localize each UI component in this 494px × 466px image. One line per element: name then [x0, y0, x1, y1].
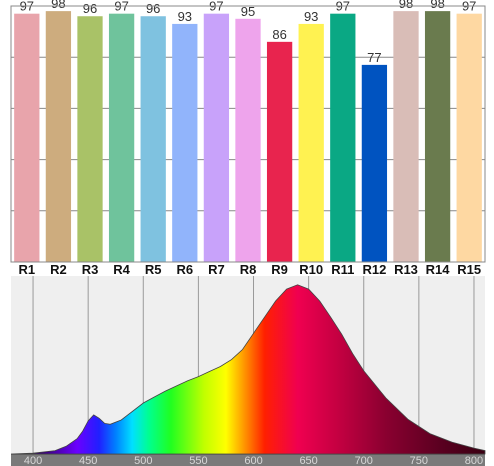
wavelength-tick-500: 500: [134, 455, 152, 466]
category-label-r1: R1: [18, 262, 35, 276]
category-label-r3: R3: [82, 262, 99, 276]
category-label-r11: R11: [331, 262, 354, 276]
category-label-r8: R8: [240, 262, 257, 276]
wavelength-tick-650: 650: [299, 455, 317, 466]
bar-r11: [330, 13, 356, 263]
bar-r2: [45, 11, 72, 263]
bar-value-r8: 95: [241, 4, 255, 19]
wavelength-axis-band: [11, 454, 485, 466]
wavelength-tick-550: 550: [189, 455, 207, 466]
wavelength-tick-400: 400: [24, 455, 42, 466]
category-label-r12: R12: [362, 262, 386, 276]
bar-r7: [203, 13, 230, 263]
bar-value-r3: 96: [83, 1, 97, 16]
wavelength-tick-700: 700: [355, 455, 373, 466]
bar-value-r11: 97: [336, 0, 350, 14]
bar-plot-frame: [10, 5, 486, 263]
bar-r9: [266, 41, 293, 263]
category-label-r6: R6: [176, 262, 193, 276]
bar-r15: [456, 13, 482, 263]
bar-value-r9: 86: [272, 27, 286, 42]
category-label-r9: R9: [271, 262, 288, 276]
bar-value-r10: 93: [304, 9, 318, 24]
category-label-r4: R4: [113, 262, 130, 276]
category-label-r14: R14: [426, 262, 451, 276]
bar-value-r6: 93: [178, 9, 192, 24]
bar-r4: [108, 13, 135, 263]
bar-value-r5: 96: [146, 1, 160, 16]
spectrum-chart: 400 450 500 550 600 650 700 750 800: [10, 276, 486, 466]
wavelength-tick-450: 450: [79, 455, 97, 466]
wavelength-tick-750: 750: [410, 455, 428, 466]
category-label-r5: R5: [145, 262, 162, 276]
bar-r14: [424, 11, 451, 263]
bar-r3: [77, 16, 103, 262]
bar-r1: [14, 13, 40, 263]
bar-value-r12: 77: [367, 50, 381, 65]
bar-r13: [393, 11, 419, 263]
category-label-r15: R15: [457, 262, 481, 276]
bar-r10: [298, 23, 324, 263]
bar-r8: [235, 18, 261, 262]
category-label-r7: R7: [208, 262, 225, 276]
category-label-r13: R13: [394, 262, 418, 276]
bar-r5: [140, 16, 166, 262]
wavelength-tick-800: 800: [465, 455, 483, 466]
bar-r6: [172, 23, 198, 263]
bar-value-r15: 97: [462, 0, 476, 14]
category-label-r10: R10: [299, 262, 323, 276]
wavelength-tick-600: 600: [244, 455, 262, 466]
category-label-r2: R2: [50, 262, 67, 276]
bar-value-r4: 97: [114, 0, 128, 14]
spectrum-area: [10, 284, 486, 455]
bar-value-r1: 97: [20, 0, 34, 14]
bar-value-r7: 97: [209, 0, 223, 14]
bar-r12: [361, 64, 388, 262]
